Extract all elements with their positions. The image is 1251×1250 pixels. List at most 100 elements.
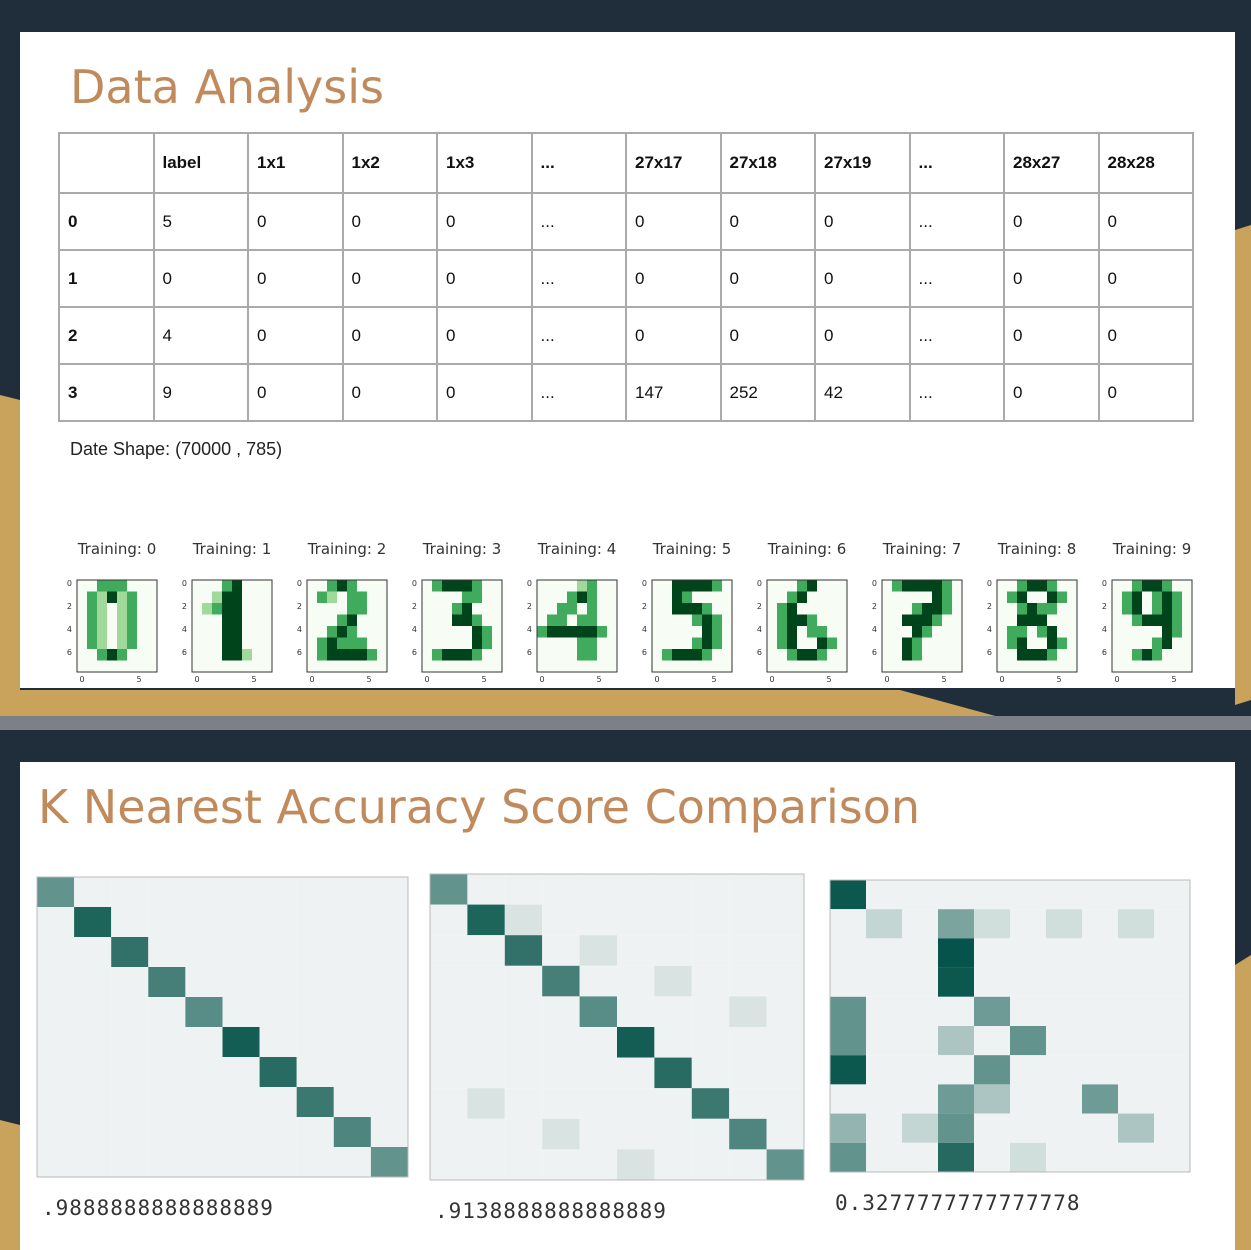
matrix-cell [504,996,543,1027]
matrix-cell [579,1088,617,1119]
matrix-cell [370,1057,408,1087]
digit-ytick: 4 [412,625,417,634]
digit-pixel [367,603,377,615]
digit-pixel [1122,637,1132,649]
digit-pixel [377,591,387,603]
digit-pixel [1162,603,1172,615]
matrix-cell [579,1027,617,1058]
digit-frame [1111,579,1193,673]
matrix-cell [1010,967,1046,997]
table-row: 1 0 0 0 0... 0 0 0... 0 0 [58,249,1194,308]
digit-pixel [922,637,932,649]
digit-pixel [1047,660,1057,672]
digit-ytick: 2 [527,602,532,611]
matrix-cell [504,1149,543,1180]
matrix-cell [729,935,767,966]
digit-pixel [252,603,262,615]
digit-pixel [692,660,702,672]
matrix-cell [1046,1055,1082,1085]
digit-pixel [767,603,777,615]
digit-pixel [1152,637,1162,649]
matrix-cell [1010,938,1046,968]
digit-pixel [662,649,672,661]
digit-pixel [1122,591,1132,603]
cell: 0 [58,192,155,251]
matrix-cell [1082,1142,1118,1172]
digit-pixel [682,614,692,626]
cell: 1x3 [436,132,533,194]
digit-pixel [722,649,732,661]
matrix-cell [974,1113,1010,1143]
digit-pixel [127,660,137,672]
matrix-cell [729,1057,767,1089]
matrix-cell [974,880,1010,910]
matrix-cell [902,1055,938,1085]
digit-xtick: 0 [769,675,774,684]
digit-pixel [492,591,502,603]
digit-pixel [1037,591,1047,603]
digit-pixel [482,660,492,672]
digit-pixel [662,580,672,592]
digit-pixel [202,626,212,638]
matrix-cell [467,1118,505,1150]
digit-pixel [117,660,127,672]
digit-pixel [557,626,567,638]
matrix-cell [1154,1084,1190,1114]
digit-pixel [567,637,577,649]
digit-pixel [797,649,807,661]
matrix-cell [504,874,543,905]
digit-pixel [252,660,262,672]
digit-pixel [482,649,492,661]
digit-pixel [367,580,377,592]
cell: 9 [152,363,249,422]
digit-pixel [107,603,117,615]
digit-pixel [577,637,587,649]
digit-pixel [807,580,817,592]
digit-pixel [1162,580,1172,592]
matrix-cell [222,907,260,937]
matrix-cell [974,1026,1010,1056]
matrix-cell [729,1149,767,1180]
digit-pixel [137,580,147,592]
digit-ytick: 4 [67,625,72,634]
matrix-cell [259,997,297,1027]
digit-ytick: 2 [757,602,762,611]
digit-pixel [1027,591,1037,603]
digit-title: Training: 7 [882,540,962,558]
digit-pixel [702,637,712,649]
digit-pixel [492,614,502,626]
digit-pixel [472,637,482,649]
digit-pixel [307,649,317,661]
matrix-cell [467,965,505,997]
matrix-cell [111,997,149,1027]
matrix-cell [37,1027,75,1057]
matrix-cell [866,1142,902,1172]
cell: 0 [247,363,344,422]
matrix-cell [542,1088,580,1119]
digit-title: Training: 8 [997,540,1077,558]
digit-pixel [317,614,327,626]
digit-ytick: 2 [1102,602,1107,611]
digit-pixel [547,626,557,638]
digit-pixel [367,626,377,638]
digit-pixel [337,580,347,592]
digit-pixel [87,626,97,638]
digit-pixel [912,660,922,672]
matrix-cell [617,1088,655,1119]
cell: 0 [625,306,722,365]
matrix-cell [222,937,260,967]
digit-pixel [1172,591,1182,603]
digit-pixel [367,591,377,603]
digit-pixel [87,591,97,603]
cell: 0 [152,249,249,308]
matrix-cell [579,904,617,936]
digit-pixel [817,580,827,592]
digit-xtick: 0 [654,675,659,684]
confusion-matrices: .9888888888888889 .9138888888888889 0.3277… [36,873,1191,1223]
digit-pixel [242,660,252,672]
digit-pixel [952,580,962,592]
digit-pixel [577,603,587,615]
digit-pixel [432,614,442,626]
digit-pixel [807,603,817,615]
digit-pixel [952,660,962,672]
